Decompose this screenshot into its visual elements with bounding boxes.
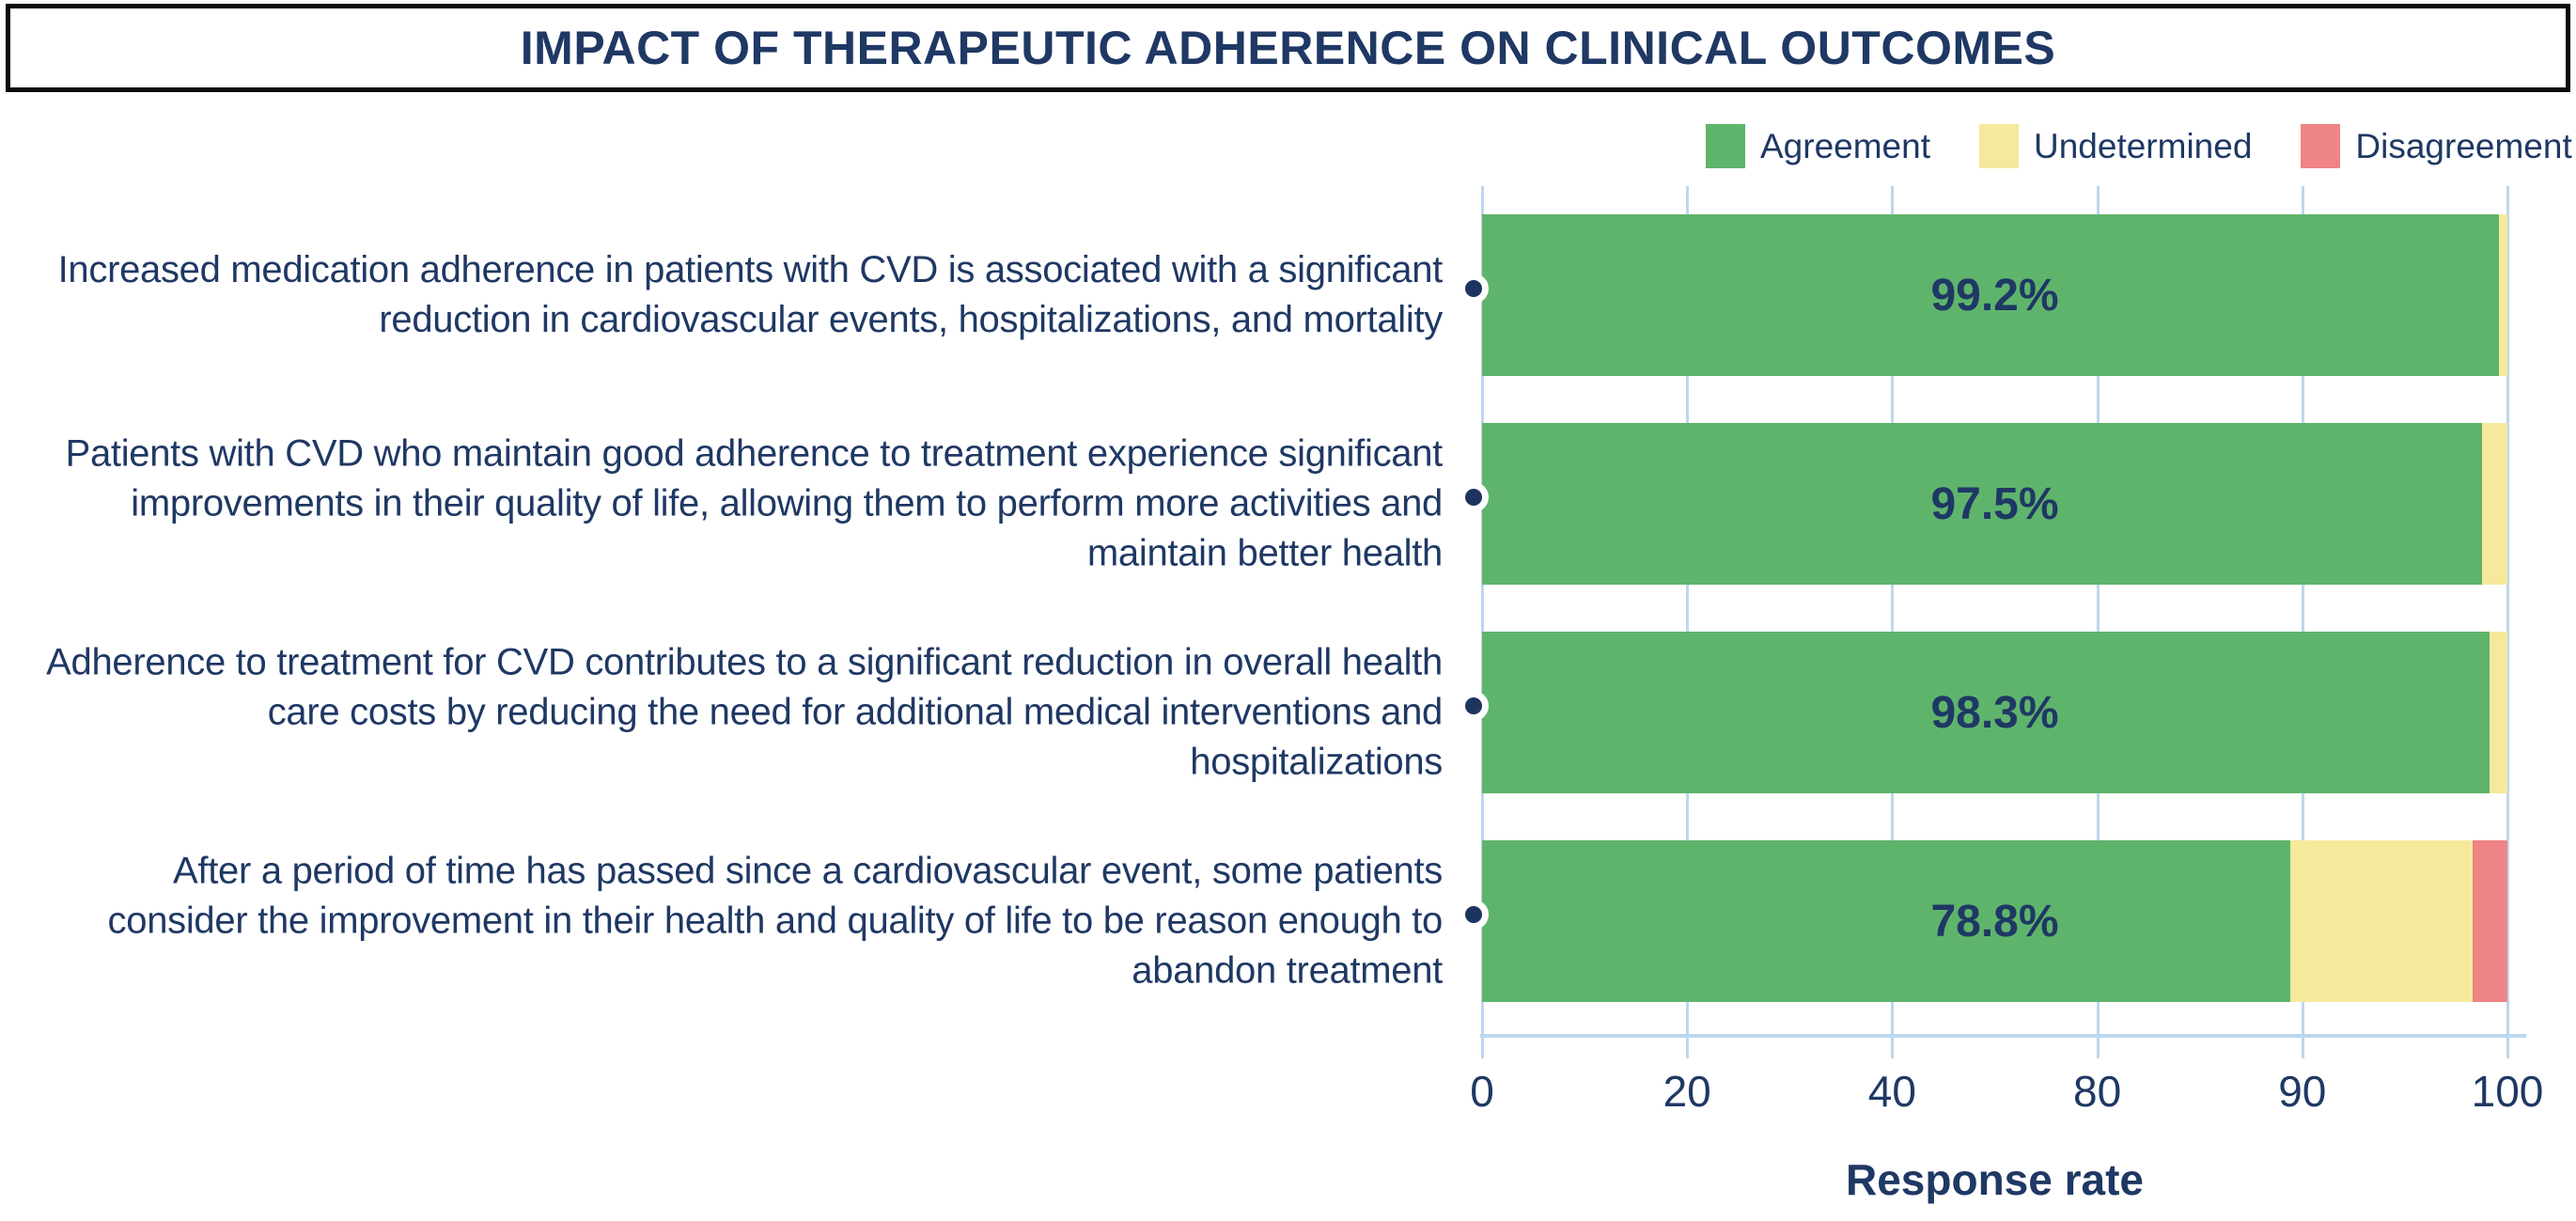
title-box: IMPACT OF THERAPEUTIC ADHERENCE ON CLINI… bbox=[6, 4, 2570, 92]
x-tick bbox=[2096, 1038, 2100, 1058]
legend-item-agreement: Agreement bbox=[1706, 124, 1930, 168]
bar-value-label: 99.2% bbox=[1930, 270, 2059, 321]
gridline bbox=[1481, 186, 1484, 1036]
category-marker-dot-icon bbox=[1459, 691, 1489, 721]
x-tick-label: 20 bbox=[1663, 1067, 1711, 1116]
bar-value-label: 97.5% bbox=[1930, 478, 2059, 529]
stacked-bar: 98.3% bbox=[1482, 632, 2507, 793]
x-tick-label: 40 bbox=[1867, 1067, 1916, 1116]
agreement-segment bbox=[1482, 840, 2290, 1002]
stacked-bar: 78.8% bbox=[1482, 840, 2507, 1002]
category-marker-dot-icon bbox=[1459, 482, 1489, 512]
stacked-bar: 99.2% bbox=[1482, 214, 2507, 376]
x-tick bbox=[2301, 1038, 2304, 1058]
gridline bbox=[1686, 186, 1690, 1036]
legend-item-undetermined: Undetermined bbox=[1979, 124, 2252, 168]
legend-label: Agreement bbox=[1760, 126, 1930, 165]
stacked-bar: 97.5% bbox=[1482, 423, 2507, 585]
legend: Agreement Undetermined Disagreement bbox=[1706, 124, 2572, 168]
x-tick-label: 90 bbox=[2278, 1067, 2327, 1116]
gridline bbox=[2506, 186, 2509, 1036]
undetermined-swatch-icon bbox=[1979, 124, 2019, 168]
undetermined-segment bbox=[2490, 632, 2507, 793]
x-tick-label: 0 bbox=[1470, 1067, 1494, 1116]
agreement-segment bbox=[1482, 632, 2490, 793]
x-tick-label: 100 bbox=[2471, 1067, 2544, 1116]
chart-title: IMPACT OF THERAPEUTIC ADHERENCE ON CLINI… bbox=[520, 22, 2056, 74]
agreement-swatch-icon bbox=[1706, 124, 1745, 168]
x-axis-line bbox=[1480, 1034, 2526, 1038]
legend-label: Undetermined bbox=[2034, 126, 2253, 165]
disagreement-swatch-icon bbox=[2301, 124, 2341, 168]
plot-gridlines bbox=[1481, 186, 2509, 1036]
agreement-segment bbox=[1482, 423, 2482, 585]
bar-value-label: 78.8% bbox=[1930, 896, 2059, 947]
gridline bbox=[1891, 186, 1895, 1036]
category-label: Increased medication adherence in patien… bbox=[57, 249, 1444, 340]
category-marker-dot-icon bbox=[1459, 900, 1489, 930]
category-label: After a period of time has passed since … bbox=[107, 850, 1444, 992]
category-label: Adherence to treatment for CVD contribut… bbox=[46, 641, 1443, 783]
x-tick bbox=[1891, 1038, 1895, 1058]
category-marker-dot-icon bbox=[1459, 274, 1489, 304]
legend-label: Disagreement bbox=[2355, 126, 2572, 165]
x-axis-title: Response rate bbox=[1845, 1155, 2144, 1204]
x-tick bbox=[1481, 1038, 1484, 1058]
x-tick-label: 80 bbox=[2073, 1067, 2122, 1116]
gridline bbox=[2096, 186, 2100, 1036]
undetermined-segment bbox=[2481, 423, 2507, 585]
bar-value-label: 98.3% bbox=[1930, 687, 2059, 738]
x-tick bbox=[2506, 1038, 2509, 1058]
undetermined-segment bbox=[2499, 214, 2507, 376]
x-tick bbox=[1686, 1038, 1690, 1058]
category-label: Patients with CVD who maintain good adhe… bbox=[65, 432, 1444, 574]
undetermined-segment bbox=[2289, 840, 2473, 1002]
x-axis-ticks: 0 20 40 80 90 100 bbox=[1470, 1038, 2543, 1132]
disagreement-segment bbox=[2472, 840, 2507, 1002]
gridline bbox=[2301, 186, 2304, 1036]
agreement-segment bbox=[1482, 214, 2500, 376]
legend-item-disagreement: Disagreement bbox=[2301, 124, 2572, 168]
